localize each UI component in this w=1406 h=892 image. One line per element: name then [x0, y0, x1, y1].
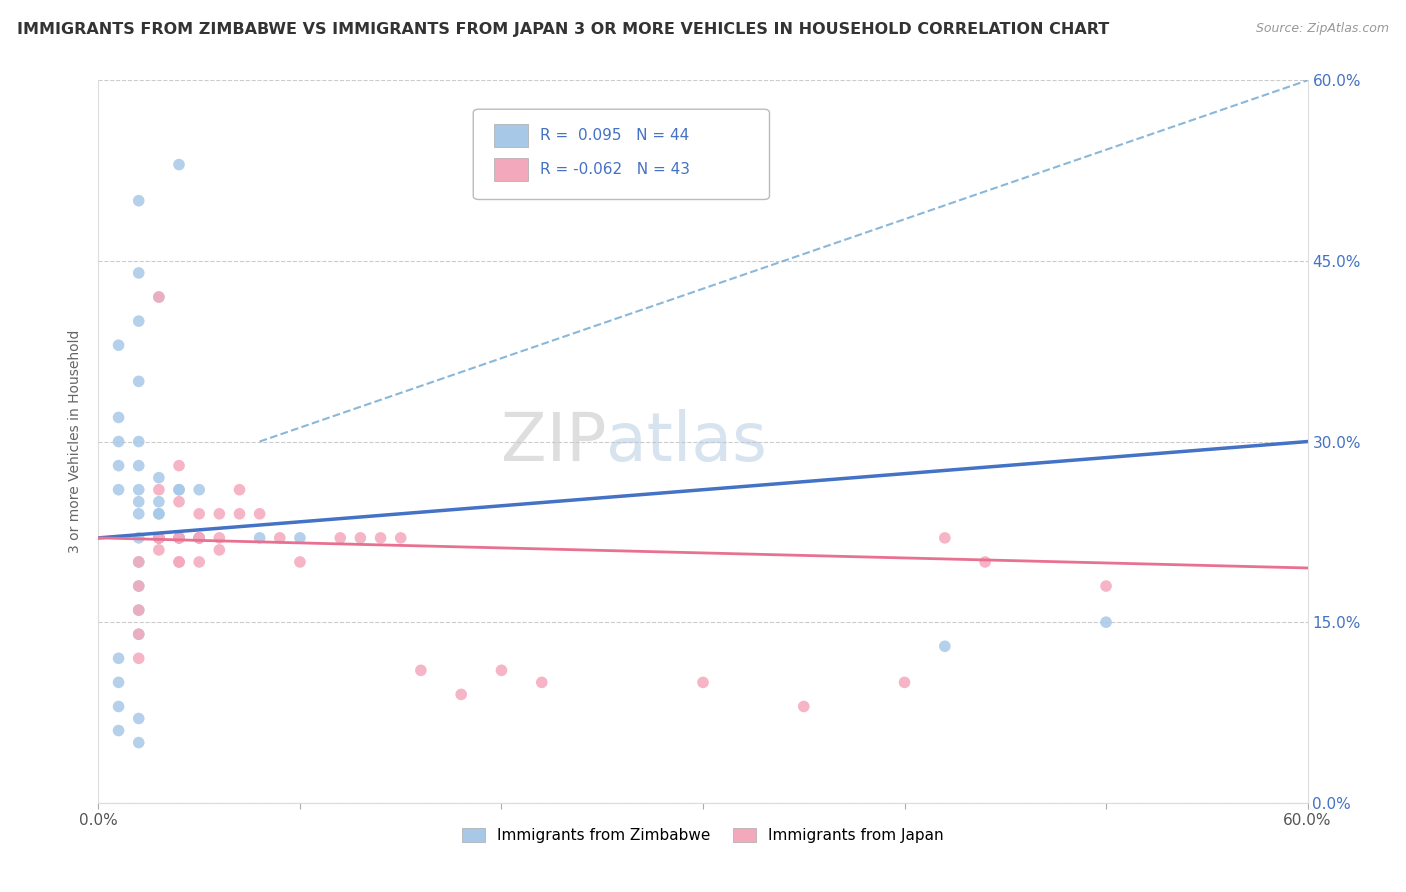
Point	[128, 712, 150, 726]
Point	[228, 483, 250, 497]
Point	[107, 675, 129, 690]
Point	[148, 531, 170, 545]
Point	[148, 290, 170, 304]
Point	[188, 531, 211, 545]
Point	[167, 531, 190, 545]
FancyBboxPatch shape	[494, 124, 527, 147]
Point	[128, 494, 150, 508]
Point	[128, 651, 150, 665]
Point	[329, 531, 352, 545]
Point	[208, 507, 231, 521]
Point	[128, 434, 150, 449]
Point	[167, 531, 190, 545]
Point	[107, 483, 129, 497]
Point	[288, 555, 311, 569]
Point	[148, 531, 170, 545]
Point	[188, 531, 211, 545]
Point	[148, 507, 170, 521]
Point	[188, 507, 211, 521]
Point	[128, 314, 150, 328]
Point	[167, 531, 190, 545]
Point	[128, 735, 150, 749]
Point	[128, 579, 150, 593]
Point	[188, 531, 211, 545]
Text: ZIP: ZIP	[501, 409, 606, 475]
Point	[128, 531, 150, 545]
Point	[249, 507, 271, 521]
Point	[128, 627, 150, 641]
Point	[107, 338, 129, 352]
Point	[1095, 579, 1118, 593]
Point	[128, 603, 150, 617]
Point	[167, 483, 190, 497]
Point	[128, 627, 150, 641]
Point	[450, 687, 472, 701]
Text: R = -0.062   N = 43: R = -0.062 N = 43	[540, 162, 690, 178]
Point	[128, 374, 150, 388]
Point	[107, 699, 129, 714]
Point	[128, 458, 150, 473]
Point	[128, 579, 150, 593]
Point	[934, 639, 956, 653]
Point	[409, 664, 432, 678]
Text: Source: ZipAtlas.com: Source: ZipAtlas.com	[1256, 22, 1389, 36]
Point	[148, 470, 170, 484]
Point	[107, 434, 129, 449]
Point	[692, 675, 714, 690]
Point	[148, 542, 170, 557]
Point	[793, 699, 815, 714]
Point	[148, 494, 170, 508]
Point	[249, 531, 271, 545]
Point	[167, 157, 190, 171]
Point	[148, 531, 170, 545]
Point	[188, 483, 211, 497]
Y-axis label: 3 or more Vehicles in Household: 3 or more Vehicles in Household	[69, 330, 83, 553]
Point	[128, 555, 150, 569]
Point	[148, 507, 170, 521]
Point	[107, 458, 129, 473]
Point	[167, 494, 190, 508]
Point	[530, 675, 553, 690]
Point	[128, 266, 150, 280]
Point	[128, 483, 150, 497]
FancyBboxPatch shape	[494, 158, 527, 181]
Point	[148, 531, 170, 545]
Point	[228, 507, 250, 521]
Point	[148, 290, 170, 304]
Point	[167, 458, 190, 473]
Point	[107, 410, 129, 425]
Point	[208, 531, 231, 545]
Point	[288, 531, 311, 545]
Point	[167, 555, 190, 569]
Text: IMMIGRANTS FROM ZIMBABWE VS IMMIGRANTS FROM JAPAN 3 OR MORE VEHICLES IN HOUSEHOL: IMMIGRANTS FROM ZIMBABWE VS IMMIGRANTS F…	[17, 22, 1109, 37]
Point	[208, 542, 231, 557]
Point	[128, 603, 150, 617]
Point	[188, 555, 211, 569]
Point	[893, 675, 915, 690]
Point	[107, 651, 129, 665]
Point	[349, 531, 371, 545]
Point	[167, 483, 190, 497]
Point	[128, 507, 150, 521]
Text: R =  0.095   N = 44: R = 0.095 N = 44	[540, 128, 689, 144]
Point	[148, 531, 170, 545]
Legend: Immigrants from Zimbabwe, Immigrants from Japan: Immigrants from Zimbabwe, Immigrants fro…	[456, 822, 950, 849]
Point	[167, 555, 190, 569]
Point	[370, 531, 392, 545]
FancyBboxPatch shape	[474, 109, 769, 200]
Point	[1095, 615, 1118, 630]
Text: atlas: atlas	[606, 409, 768, 475]
Point	[974, 555, 997, 569]
Point	[148, 483, 170, 497]
Point	[269, 531, 291, 545]
Point	[188, 531, 211, 545]
Point	[491, 664, 513, 678]
Point	[107, 723, 129, 738]
Point	[389, 531, 412, 545]
Point	[128, 555, 150, 569]
Point	[167, 531, 190, 545]
Point	[128, 194, 150, 208]
Point	[934, 531, 956, 545]
